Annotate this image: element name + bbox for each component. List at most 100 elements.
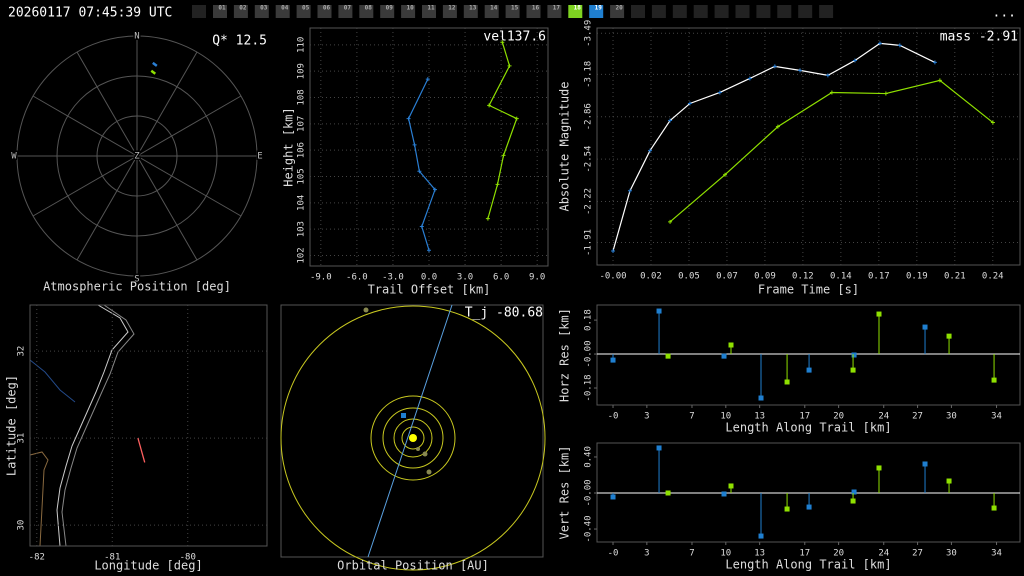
y-tick-label: 106 [297,142,307,158]
point-marker [668,118,673,123]
point-marker [507,63,512,68]
stem-marker [656,308,662,314]
y-axis-label: Height [km] [282,107,296,186]
tab[interactable] [422,5,436,18]
point-marker [723,172,728,177]
x-tick-label: 7 [689,549,694,559]
tab[interactable] [380,5,395,18]
plot-frame [596,27,1021,266]
x-tick-label: -0.00 [599,272,626,282]
x-tick-label: 30 [946,549,957,559]
point-marker [932,60,937,65]
tab[interactable] [296,5,311,18]
tab[interactable] [233,5,248,18]
tab-label[interactable]: 12 [448,5,456,12]
polar-grid [16,35,258,277]
menu[interactable]: ... [993,6,1016,21]
tab-label[interactable]: 18 [574,5,582,12]
x-tick-label: -0 [608,412,619,422]
x-tick-label: -6.0 [346,273,368,283]
tab-label[interactable]: 02 [239,5,247,12]
tab[interactable] [254,5,269,18]
y-tick-label: -2.86 [584,103,594,130]
tab-empty [651,5,666,18]
x-tick-label: 20 [833,412,844,422]
tab[interactable] [526,5,541,18]
tab-label[interactable]: 01 [218,5,226,12]
stem-marker [946,478,952,484]
point-marker [877,41,882,46]
stem-marker [991,505,997,511]
position-mark [152,61,158,67]
x-tick-label: 0.17 [868,272,890,282]
x-tick-label: -0 [608,549,619,559]
direction-label: N [134,32,139,42]
point-marker [628,188,633,193]
tab-label[interactable]: 10 [406,5,414,12]
point-marker [717,90,722,95]
tab-label[interactable]: 08 [365,5,373,12]
tab[interactable] [589,5,604,18]
y-tick-label: -3.49 [584,20,594,47]
tab[interactable] [505,5,520,18]
tab-label[interactable]: 05 [302,5,310,12]
y-tick-label: 30 [17,520,27,531]
tab[interactable] [213,5,227,18]
tab-label[interactable]: 16 [532,5,540,12]
stem-marker [784,506,790,512]
y-tick-label: -2.22 [584,188,594,215]
x-tick-label: 9.0 [529,273,545,283]
coastline [29,304,135,547]
tab-empty [672,5,687,18]
position-mark [150,69,157,75]
x-tick-label: 13 [754,412,765,422]
stem-marker [922,324,928,330]
y-tick-label: 0.18 [584,309,594,331]
point-marker [648,148,653,153]
tab-label[interactable]: 11 [427,5,435,12]
stem-marker [806,367,812,373]
tab-label[interactable]: 04 [281,5,289,12]
tab-label[interactable]: 14 [490,5,498,12]
y-tick-label: 31 [17,433,27,444]
tab-label[interactable]: 13 [469,5,477,12]
tab[interactable] [547,5,562,18]
tab[interactable] [359,5,374,18]
x-axis-label: Longitude [deg] [94,559,202,573]
x-tick-label: -3.0 [382,273,404,283]
x-tick-label: 10 [720,412,731,422]
x-tick-label: 34 [991,412,1002,422]
tab[interactable] [401,5,416,18]
tab[interactable] [610,5,625,18]
point-marker [897,43,902,48]
tab-label[interactable]: 17 [553,5,561,12]
y-axis-label: Absolute Magnitude [558,81,572,211]
stem-marker [876,311,882,317]
x-tick-label: 3 [644,549,649,559]
tab[interactable] [275,5,290,18]
tab-empty [192,5,206,18]
tab-label[interactable]: 03 [260,5,268,12]
x-tick-label: 0.09 [754,272,776,282]
tab[interactable] [338,5,353,18]
stem-marker [758,533,764,539]
tab-label[interactable]: 09 [386,5,394,12]
tab-label[interactable]: 07 [344,5,352,12]
x-tick-label: 0.14 [830,272,852,282]
tab-label[interactable]: 06 [323,5,331,12]
tab-label[interactable]: 15 [511,5,519,12]
point-marker [798,68,803,73]
tab[interactable] [442,5,457,18]
x-tick-label: -9.0 [310,273,332,283]
tab-label[interactable]: 19 [595,5,603,12]
stem-marker [610,494,616,500]
tab[interactable] [317,5,332,18]
tab-label[interactable]: 20 [615,5,623,12]
y-tick-label: -2.54 [584,146,594,173]
tab-empty [756,5,771,18]
tab[interactable] [484,5,499,18]
tab[interactable] [463,5,478,18]
tab[interactable] [568,5,583,18]
